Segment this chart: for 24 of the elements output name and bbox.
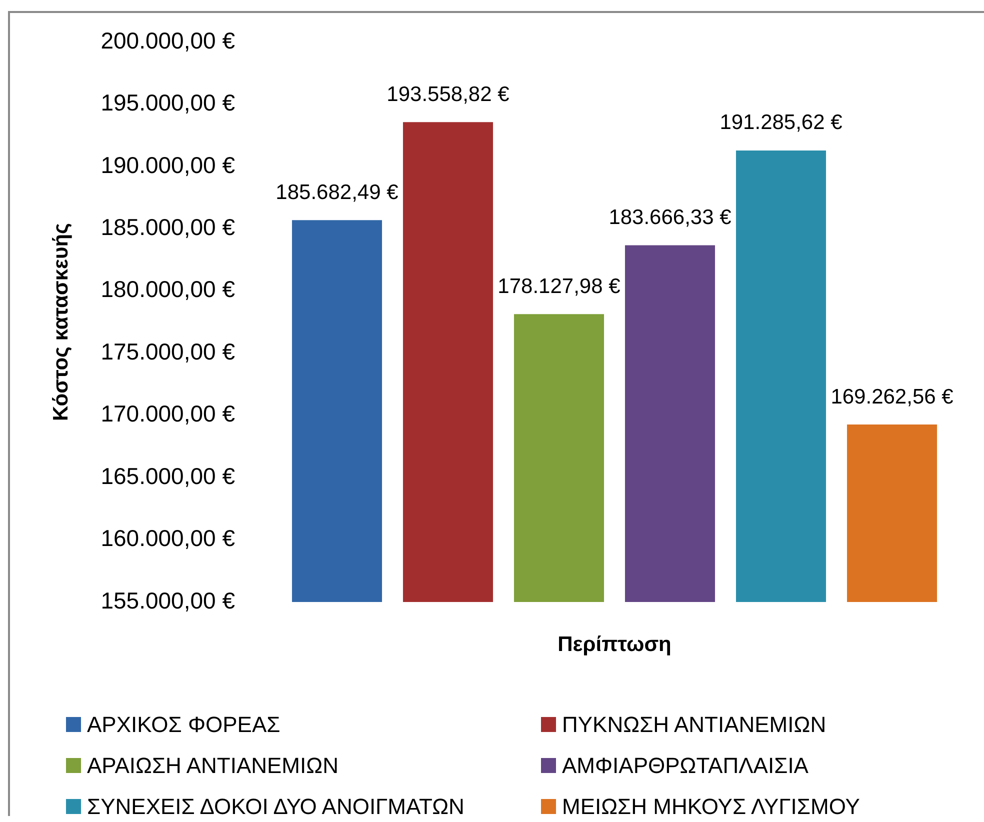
y-tick-label: 160.000,00 €	[100, 525, 236, 552]
y-tick-label: 175.000,00 €	[100, 338, 236, 364]
y-tick-label: 165.000,00 €	[100, 462, 236, 489]
data-label: 193.558,82 €	[386, 82, 510, 106]
legend-label: ΣΥΝΕΧΕΙΣ ΔΟΚΟΙ ΔΥΟ ΑΝΟΙΓΜΑΤΩΝ	[87, 794, 464, 820]
data-label: 191.285,62 €	[720, 111, 843, 134]
data-label: 185.682,49 €	[276, 180, 399, 204]
y-tick-label: 200.000,00 €	[100, 27, 236, 54]
legend-label: ΠΥΚΝΩΣΗ ΑΝΤΙΑΝΕΜΙΩΝ	[562, 712, 826, 738]
legend-label: ΑΡΑΙΩΣΗ ΑΝΤΙΑΝΕΜΙΩΝ	[87, 752, 338, 778]
legend-label: ΑΜΦΙΑΡΘΡΩΤΑΠΛΑΙΣΙΑ	[562, 752, 808, 778]
y-tick-label: 170.000,00 €	[100, 400, 236, 427]
data-label: 178.127,98 €	[498, 274, 621, 298]
y-tick-label: 155.000,00 €	[100, 587, 236, 614]
y-tick-label: 190.000,00 €	[100, 152, 236, 178]
x-axis-title: Περίπτωση	[558, 633, 672, 656]
y-tick-label: 185.000,00 €	[100, 214, 236, 240]
y-axis-title: Κόστος κατασκευής	[49, 222, 72, 421]
legend-label: ΜΕΙΩΣΗ ΜΗΚΟΥΣ ΛΥΓΙΣΜΟΥ	[562, 794, 860, 820]
data-label: 169.262,56 €	[830, 385, 954, 408]
y-tick-label: 195.000,00 €	[100, 90, 236, 116]
data-label: 183.666,33 €	[608, 206, 732, 230]
y-tick-label: 180.000,00 €	[100, 276, 236, 302]
legend-label: ΑΡΧΙΚΟΣ ΦΟΡΕΑΣ	[87, 712, 280, 738]
